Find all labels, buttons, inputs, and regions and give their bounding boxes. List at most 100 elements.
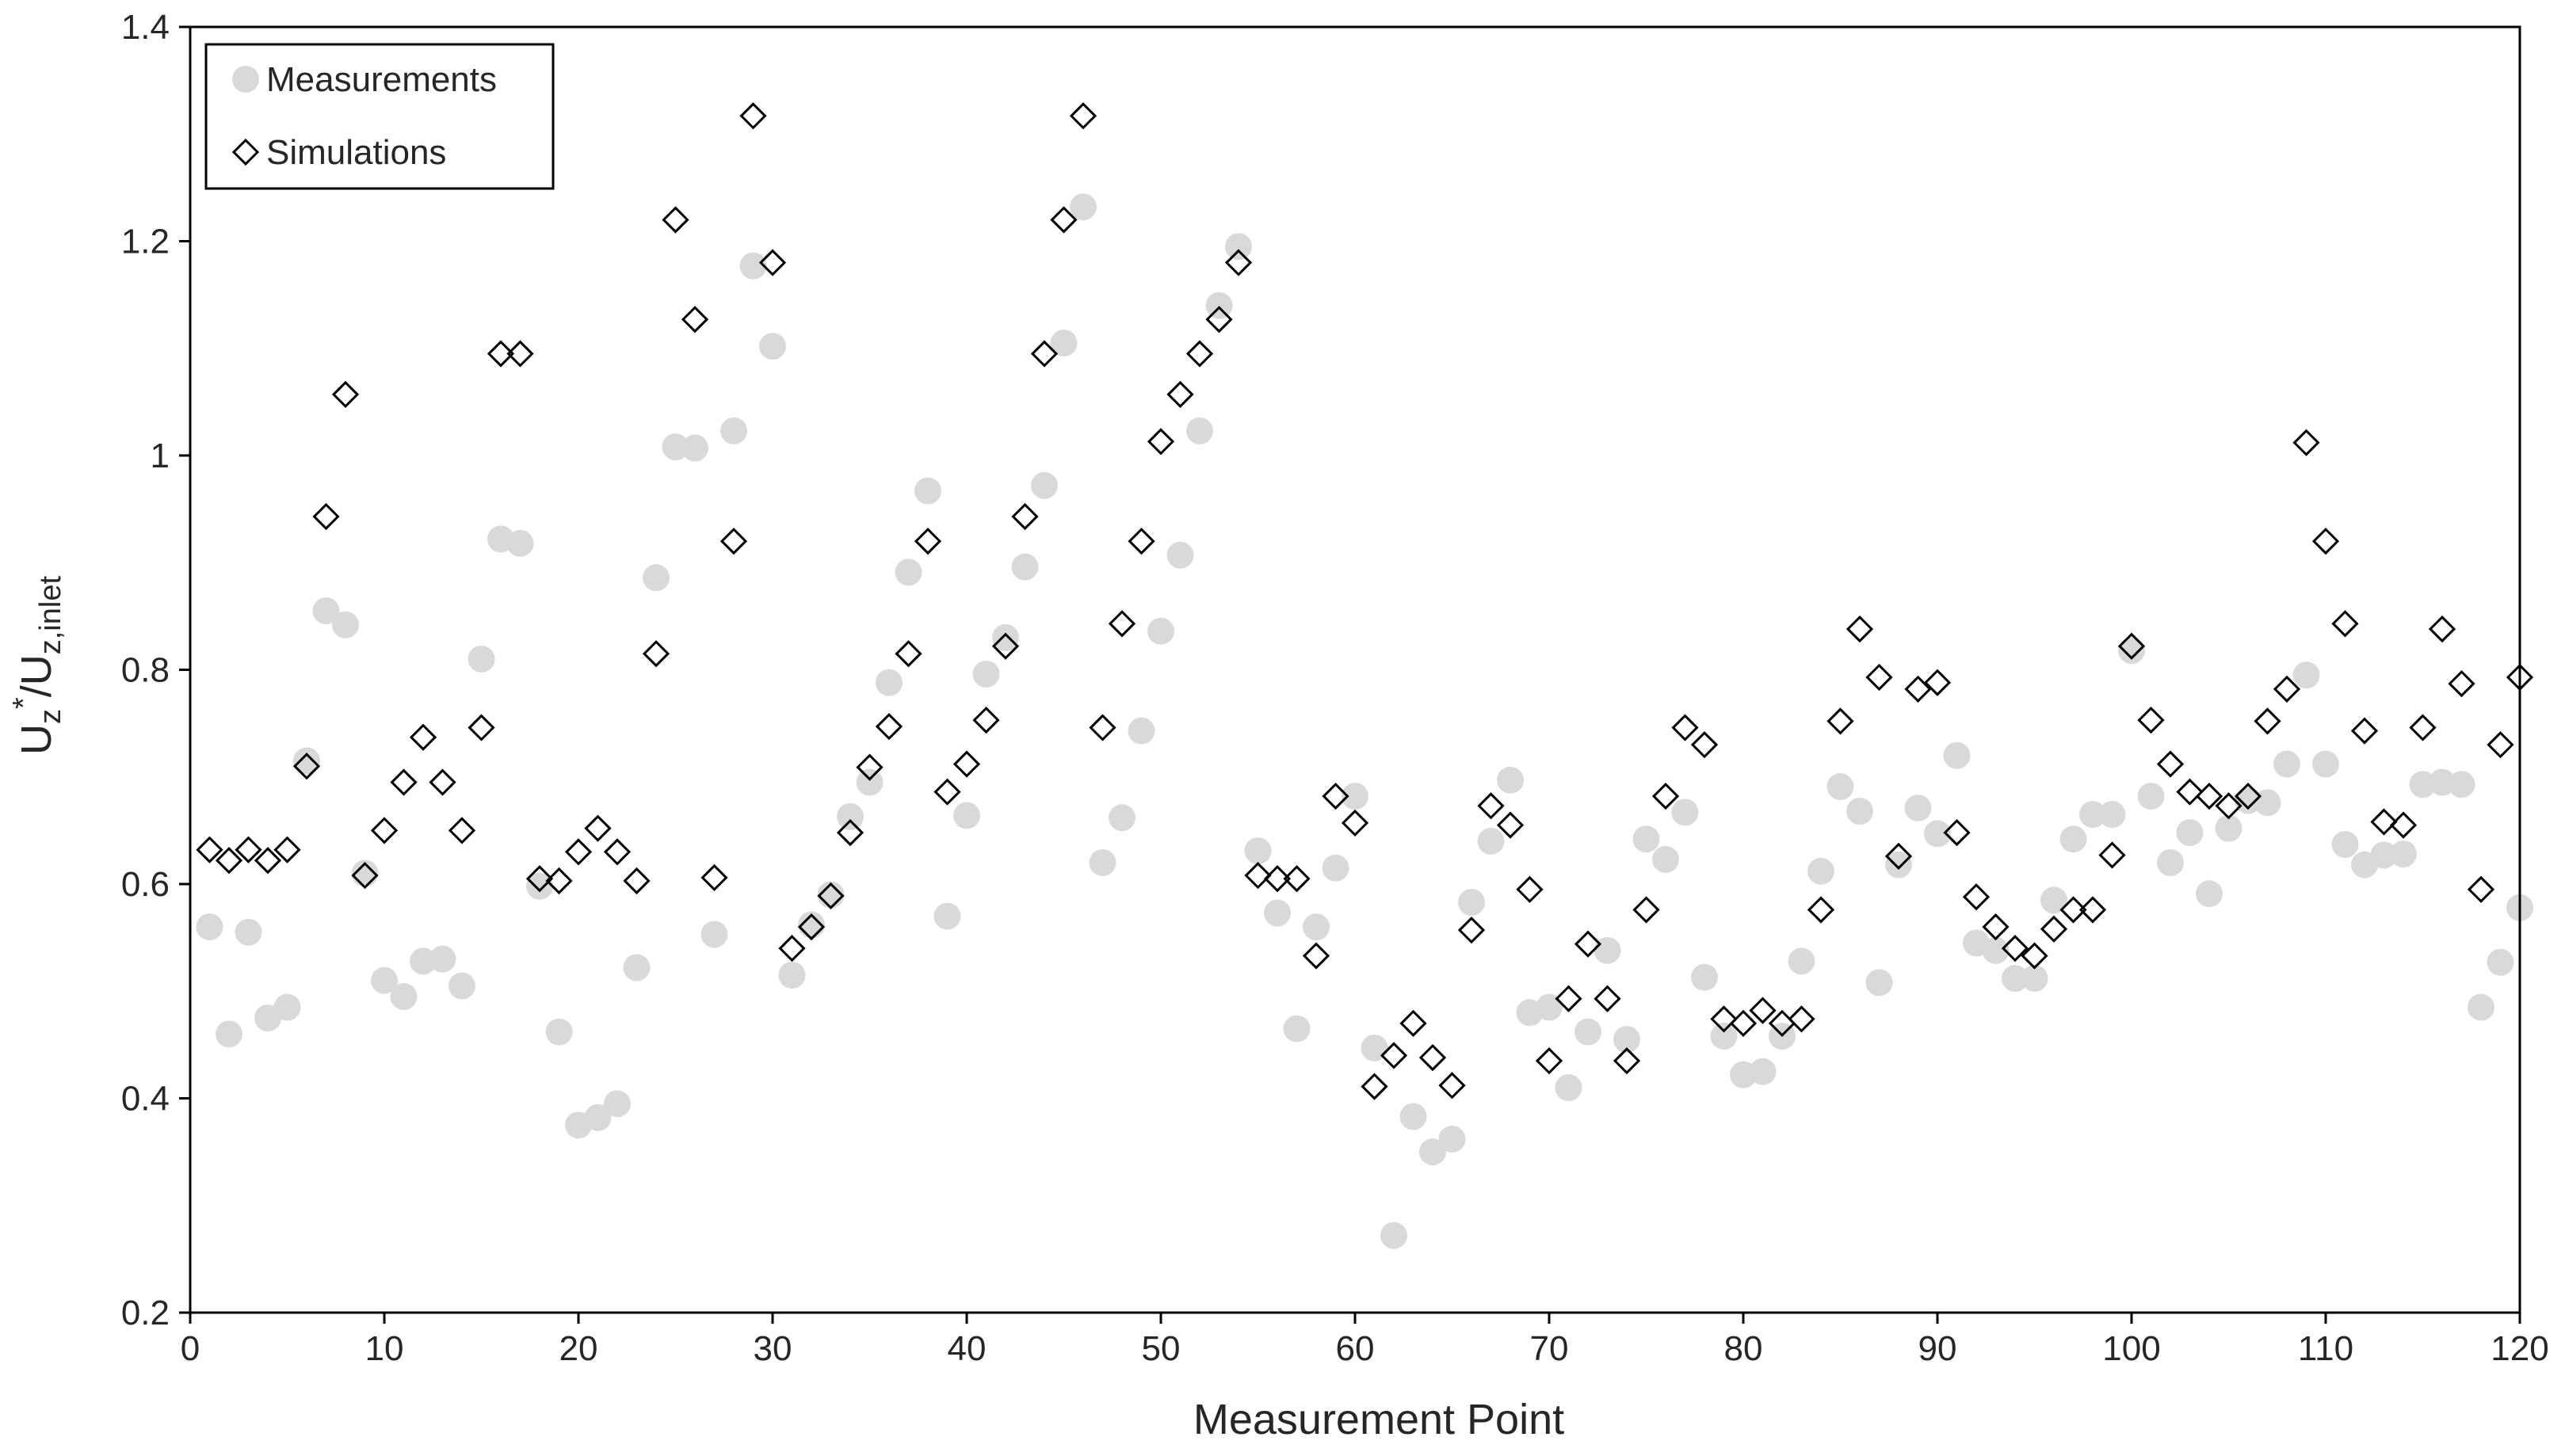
simulation-point bbox=[1283, 865, 1311, 893]
legend: Measurements Simulations bbox=[204, 43, 555, 190]
simulation-point bbox=[448, 817, 476, 844]
simulation-point bbox=[700, 863, 728, 892]
measurement-point bbox=[1031, 471, 1058, 499]
simulation-point bbox=[487, 340, 515, 368]
x-tick-label: 10 bbox=[365, 1329, 404, 1368]
measurement-point bbox=[2273, 750, 2300, 778]
x-axis-ticks: 0 10 20 30 40 50 60 70 80 90 100 110 120 bbox=[181, 1313, 2549, 1368]
simulation-point bbox=[719, 528, 748, 555]
measurement-point bbox=[1342, 783, 1368, 810]
simulation-point bbox=[1651, 782, 1680, 810]
measurement-point bbox=[778, 961, 806, 989]
simulation-point bbox=[1147, 428, 1175, 455]
simulation-point bbox=[2448, 669, 2475, 698]
x-tick-label: 100 bbox=[2102, 1329, 2160, 1368]
simulation-point bbox=[2254, 707, 2281, 735]
measurement-point bbox=[953, 802, 980, 829]
simulation-point bbox=[1399, 1009, 1427, 1037]
measurement-point bbox=[1691, 963, 1718, 991]
measurement-point bbox=[1497, 766, 1524, 794]
simulation-point bbox=[2428, 615, 2456, 643]
x-axis-title: Measurement Point bbox=[1193, 1396, 1564, 1443]
simulation-point bbox=[1826, 707, 1854, 735]
measurement-point bbox=[759, 333, 786, 360]
measurement-point bbox=[1632, 825, 1660, 853]
simulation-point bbox=[623, 867, 651, 895]
simulation-point bbox=[254, 847, 282, 875]
measurement-point bbox=[1089, 848, 1116, 876]
simulation-point bbox=[856, 753, 884, 781]
simulations-series bbox=[196, 102, 2534, 1100]
simulation-point bbox=[1050, 206, 1078, 234]
simulation-point bbox=[1166, 380, 1194, 409]
simulation-point bbox=[1594, 985, 1621, 1012]
y-tick-label: 1 bbox=[151, 436, 170, 475]
measurement-point bbox=[2409, 771, 2437, 799]
measurement-point bbox=[992, 623, 1019, 651]
measurement-point bbox=[1264, 899, 1291, 927]
simulation-point bbox=[758, 249, 787, 276]
simulation-point bbox=[1496, 811, 1525, 839]
measurement-point bbox=[623, 954, 651, 981]
y-axis-title-sup: * bbox=[7, 697, 40, 709]
simulation-point bbox=[1516, 875, 1544, 903]
simulation-point bbox=[429, 768, 456, 796]
y-axis-title-main: U bbox=[13, 724, 60, 755]
simulation-point bbox=[1205, 306, 1233, 334]
x-tick-label: 40 bbox=[948, 1329, 987, 1368]
measurement-point bbox=[1710, 1023, 1738, 1050]
measurement-point bbox=[681, 434, 708, 462]
measurement-point bbox=[1458, 888, 1485, 916]
simulation-point bbox=[2389, 811, 2418, 839]
measurement-point bbox=[1943, 741, 1971, 769]
simulation-point bbox=[1690, 731, 1719, 759]
simulation-point bbox=[1030, 340, 1059, 368]
measurement-point bbox=[2215, 814, 2242, 842]
simulation-point bbox=[952, 750, 981, 778]
simulation-point bbox=[2195, 782, 2223, 810]
simulation-point bbox=[525, 865, 554, 893]
measurement-point bbox=[410, 947, 437, 975]
measurement-point bbox=[662, 433, 689, 461]
simulation-point bbox=[642, 640, 670, 668]
simulation-point bbox=[2467, 875, 2495, 903]
measurement-point bbox=[526, 872, 553, 900]
x-tick-label: 20 bbox=[559, 1329, 598, 1368]
measurement-point bbox=[332, 611, 359, 638]
simulation-point bbox=[1418, 1043, 1447, 1072]
measurement-point bbox=[1225, 233, 1252, 261]
measurement-point bbox=[429, 945, 456, 973]
measurement-point bbox=[2059, 825, 2087, 853]
simulation-point bbox=[2117, 632, 2146, 660]
measurement-point bbox=[273, 993, 301, 1021]
simulation-point bbox=[351, 862, 379, 890]
measurement-point bbox=[1399, 1103, 1427, 1130]
simulation-point bbox=[1710, 1005, 1738, 1033]
simulation-point bbox=[1535, 1047, 1563, 1075]
simulation-point bbox=[933, 778, 961, 806]
simulation-point bbox=[1457, 917, 1486, 944]
measurement-point bbox=[1671, 799, 1699, 826]
simulation-point bbox=[390, 768, 418, 796]
simulation-point bbox=[991, 632, 1020, 660]
measurement-point bbox=[895, 558, 922, 586]
y-axis-title-sub2: z,inlet bbox=[34, 576, 67, 655]
measurement-point bbox=[468, 645, 495, 673]
measurement-point bbox=[1885, 851, 1912, 879]
simulation-point bbox=[1438, 1072, 1466, 1100]
measurement-point bbox=[739, 252, 767, 280]
measurement-point bbox=[1438, 1125, 1466, 1153]
simulation-point bbox=[1322, 782, 1349, 810]
simulation-point bbox=[273, 836, 301, 863]
x-tick-label: 110 bbox=[2298, 1329, 2353, 1368]
simulation-point bbox=[1380, 1042, 1408, 1069]
measurement-point bbox=[720, 417, 747, 444]
measurement-point bbox=[1419, 1138, 1446, 1166]
simulation-point bbox=[2098, 841, 2126, 869]
simulation-point bbox=[1224, 249, 1253, 276]
measurement-point bbox=[1477, 827, 1505, 855]
measurement-point bbox=[856, 768, 884, 796]
measurement-point bbox=[876, 669, 903, 696]
